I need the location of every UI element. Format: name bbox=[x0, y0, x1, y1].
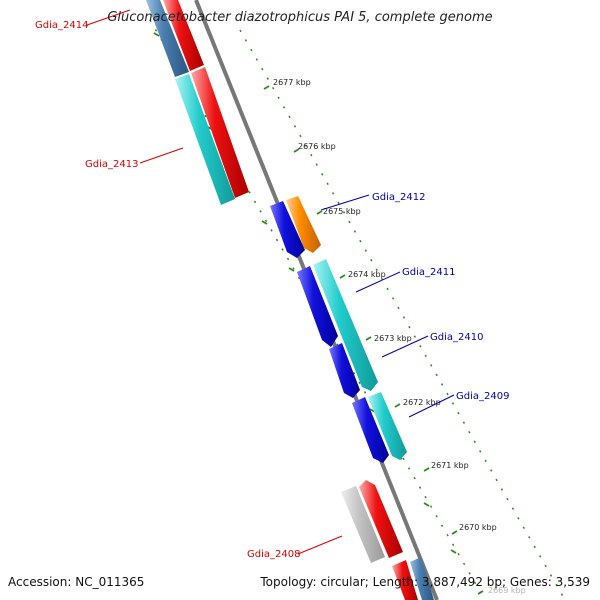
gene-arrow-blue-1[interactable] bbox=[270, 201, 305, 258]
gene-arrow-gdia-2411[interactable] bbox=[313, 259, 378, 391]
gene-label-gdia-2411[interactable]: Gdia_2411 bbox=[402, 267, 455, 278]
gene-label-gdia-2408[interactable]: Gdia_2408 bbox=[247, 549, 300, 560]
gene-arrow-gdia-2408-red[interactable] bbox=[359, 480, 403, 558]
gene-label-gdia-2414[interactable]: Gdia_2414 bbox=[35, 20, 88, 31]
scale-label: 2673 kbp bbox=[374, 334, 412, 343]
gene-labels: Gdia_2414 Gdia_2413 Gdia_2412 Gdia_2411 … bbox=[35, 20, 509, 560]
gene-arrow-gdia-2414-red[interactable] bbox=[163, 0, 204, 71]
gene-arrow-blue-3[interactable] bbox=[329, 343, 360, 398]
gene-arrow-gdia-2412[interactable] bbox=[286, 196, 321, 253]
scale-label: 2675 kbp bbox=[323, 207, 361, 216]
gene-label-gdia-2413[interactable]: Gdia_2413 bbox=[85, 159, 138, 170]
scale-label: 2670 kbp bbox=[459, 523, 497, 532]
gene-arrow-gdia-2408-grey[interactable] bbox=[341, 486, 385, 563]
gene-label-gdia-2409[interactable]: Gdia_2409 bbox=[456, 391, 509, 402]
map-title: Gluconacetobacter diazotrophicus PAI 5, … bbox=[107, 10, 493, 25]
scale-labels: 2677 kbp 2676 kbp 2675 kbp 2674 kbp 2673… bbox=[273, 78, 526, 595]
ruler-dashes-right bbox=[263, 85, 484, 595]
scale-label: 2669 kbp bbox=[488, 586, 526, 595]
label-leaders bbox=[86, 9, 455, 555]
gene-arrow-steel-bottom[interactable] bbox=[410, 557, 434, 600]
gene-arrow-blue-2[interactable] bbox=[297, 266, 338, 347]
gene-arrow-red-bottom[interactable] bbox=[392, 560, 418, 600]
scale-label: 2672 kbp bbox=[403, 398, 441, 407]
gene-arrow-gdia-2409[interactable] bbox=[368, 392, 407, 460]
gene-arrow-gdia-2410[interactable] bbox=[352, 397, 389, 463]
scale-label: 2677 kbp bbox=[273, 78, 311, 87]
gene-arrow-gdia-2414-steel[interactable] bbox=[146, 0, 189, 77]
scale-label: 2674 kbp bbox=[348, 270, 386, 279]
gene-label-gdia-2412[interactable]: Gdia_2412 bbox=[372, 192, 425, 203]
gene-label-gdia-2410[interactable]: Gdia_2410 bbox=[430, 332, 483, 343]
genome-info-text: Topology: circular; Length: 3,887,492 bp… bbox=[260, 575, 590, 589]
gene-arrow-gdia-2413-red[interactable] bbox=[191, 67, 249, 198]
ruler-dots-left bbox=[149, 19, 486, 600]
scale-label: 2676 kbp bbox=[298, 142, 336, 151]
scale-label: 2671 kbp bbox=[431, 461, 469, 470]
gene-arrow-gdia-2413-cyan[interactable] bbox=[175, 74, 235, 205]
accession-text: Accession: NC_011365 bbox=[8, 575, 145, 589]
